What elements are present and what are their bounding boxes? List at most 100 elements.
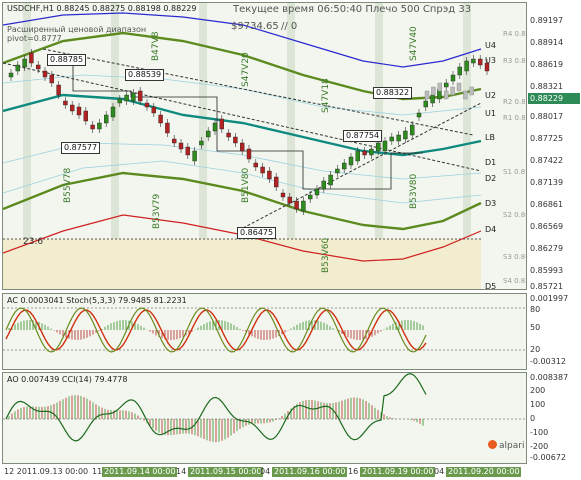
time-label: 04	[260, 467, 271, 476]
level-d2: D2	[485, 174, 497, 183]
level-d1: D1	[485, 158, 497, 167]
session-band	[287, 3, 295, 289]
projected-candle	[424, 90, 430, 100]
candle-body	[97, 122, 102, 130]
projected-candle	[450, 86, 455, 96]
candle-body	[484, 62, 490, 72]
vlabel-s47v18: S47V18	[321, 78, 331, 113]
level-u3: U3	[485, 56, 496, 65]
session-band	[463, 3, 471, 289]
price-label: 0.89197	[530, 16, 564, 25]
candle-body	[308, 194, 313, 200]
candle-body	[328, 174, 333, 186]
candle-body	[280, 192, 286, 198]
level-u4: U4	[485, 41, 496, 50]
vlabel-b53v60: B53V60	[321, 237, 331, 273]
price-box-high-1: 0.88785	[47, 54, 87, 66]
candle-body	[314, 188, 320, 196]
candle-body	[103, 114, 109, 124]
ohlc-values: 0.88245 0.88275 0.88198 0.88229	[56, 4, 197, 13]
price-label: 0.85721	[530, 282, 564, 291]
candle-body	[376, 142, 381, 152]
cci-line	[5, 373, 427, 442]
candle-body	[410, 124, 415, 136]
candle-body	[124, 94, 129, 102]
time-axis[interactable]: 12 2011.09.13 00:00 11 04 2011.09.14 00:…	[2, 465, 527, 480]
candle-body	[178, 142, 184, 150]
candle-body	[321, 180, 326, 190]
channel-line	[3, 214, 482, 262]
candle-body	[444, 82, 449, 88]
ac-title: AC 0.0003041 Stoch(5,3,3) 79.9485 81.223…	[7, 296, 187, 305]
price-label: 0.87422	[530, 156, 564, 165]
account-balance: $9734.65	[231, 21, 279, 32]
candle-body	[110, 106, 116, 118]
level-u2: U2	[485, 91, 496, 100]
channel-line	[3, 31, 482, 101]
candle-body	[137, 90, 143, 102]
candle-body	[233, 136, 238, 144]
ao-scale-label: -200	[530, 442, 549, 451]
candle-body	[76, 106, 82, 116]
candle-body	[287, 196, 292, 204]
candle-body	[131, 92, 136, 102]
fib-zone	[3, 239, 481, 289]
level-d3: D3	[485, 199, 497, 208]
trend-line	[242, 102, 482, 229]
sr-s2: S2 0.8658	[503, 211, 526, 219]
ac-stoch-canvas	[3, 307, 526, 353]
projected-candle	[463, 90, 468, 100]
ac-stoch-panel[interactable]: AC 0.0003041 Stoch(5,3,3) 79.9485 81.223…	[2, 293, 527, 370]
candle-body	[403, 130, 408, 140]
alpari-logo-icon	[488, 440, 497, 449]
candle-body	[205, 130, 211, 138]
candle-body	[253, 162, 259, 168]
slash-value: // 0	[281, 21, 298, 32]
candle-body	[246, 148, 252, 160]
sr-s1: S1 0.8735	[503, 168, 526, 176]
main-chart-panel[interactable]: USDCHF,H1 0.88245 0.88275 0.88198 0.8822…	[2, 2, 527, 290]
session-band	[23, 3, 31, 289]
sr-r2: R2 0.8829	[503, 98, 526, 106]
candle-body	[185, 146, 191, 156]
price-label: 0.88321	[530, 82, 564, 91]
projected-candle	[437, 82, 442, 92]
trend-line	[3, 62, 482, 172]
candle-body	[171, 138, 177, 144]
candle-body	[342, 162, 347, 170]
price-box-low-1: 0.87577	[61, 142, 101, 154]
level-u1: U1	[485, 109, 496, 118]
candle-body	[151, 106, 157, 114]
candle-body	[56, 84, 61, 96]
candle-body	[158, 114, 163, 124]
candle-body	[63, 100, 68, 106]
ao-scale: 0.008387 200 100 0 -100 -200 -0.00672	[528, 372, 581, 464]
candle-body	[335, 168, 340, 174]
candle-body	[83, 110, 89, 122]
candle-body	[348, 156, 354, 166]
ao-scale-label: 0.008387	[530, 373, 569, 382]
channel-line	[3, 93, 482, 157]
ao-cci-panel[interactable]: AO 0.007439 CCI(14) 79.4778	[2, 372, 527, 464]
candle-body	[382, 140, 388, 152]
ao-title: AO 0.007439 CCI(14) 79.4778	[7, 375, 127, 384]
ac-scale: 0.001997 80 50 20 -0.00312	[528, 293, 581, 370]
price-label: 0.86279	[530, 244, 564, 253]
candle-body	[301, 200, 306, 212]
vlabel-b53v79: B53V79	[152, 193, 162, 229]
candle-body	[239, 142, 245, 152]
alpari-logo: alpari	[488, 440, 524, 451]
stoch-main-line	[5, 307, 427, 353]
price-label: 0.88619	[530, 60, 564, 69]
ao-scale-label: 0	[530, 414, 536, 423]
candle-body	[355, 150, 360, 162]
time-label: 12 2011.09.13 00:00	[4, 467, 89, 476]
ao-scale-label: -100	[530, 428, 549, 437]
candle-body	[219, 118, 225, 130]
ac-scale-label: 0.001997	[530, 294, 569, 303]
channel-line	[3, 12, 482, 68]
session-band	[199, 3, 207, 289]
main-price-scale[interactable]: 0.89197 0.88914 0.88619 0.88321 0.88229 …	[528, 2, 581, 291]
alpari-logo-text: alpari	[499, 441, 525, 451]
candle-body	[15, 64, 21, 72]
